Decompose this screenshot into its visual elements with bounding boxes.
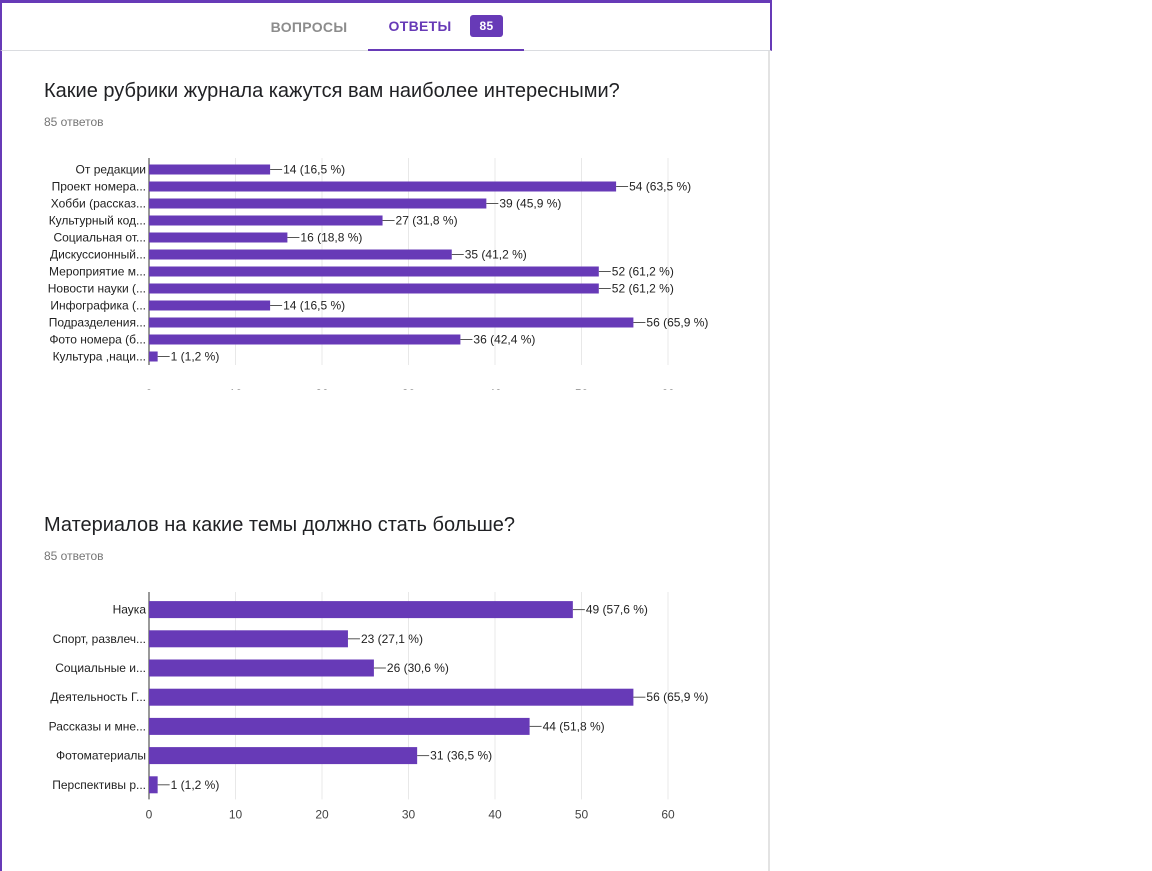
tab-questions-label: ВОПРОСЫ	[270, 18, 348, 35]
data-label: 39 (45,9 %)	[499, 197, 561, 211]
x-tick-label: 20	[315, 807, 329, 821]
data-label: 52 (61,2 %)	[612, 282, 674, 296]
bar-chart-2: 0 10 20 30 40 50 60 Наука 49 (57,6 %) Спорт, разв…	[49, 592, 708, 821]
data-label: 49 (57,6 %)	[586, 603, 648, 617]
responses-count-badge: 85	[469, 15, 504, 37]
tab-questions[interactable]: ВОПРОСЫ	[250, 3, 368, 50]
data-label: 44 (51,8 %)	[543, 719, 605, 733]
x-tick-label: 40	[488, 387, 502, 390]
data-label: 14 (16,5 %)	[283, 299, 345, 313]
data-label: 31 (36,5 %)	[430, 749, 492, 763]
bar	[149, 181, 617, 192]
question-title-1: Какие рубрики журнала кажутся вам наибол…	[44, 80, 620, 102]
bar	[149, 717, 530, 735]
data-label: 35 (41,2 %)	[465, 248, 527, 262]
category-label: Мероприятие м...	[49, 265, 146, 279]
data-label: 16 (18,8 %)	[300, 231, 362, 245]
category-label: От редакции	[76, 163, 146, 177]
x-tick-label: 30	[402, 387, 416, 390]
data-label: 1 (1,2 %)	[171, 350, 220, 364]
bar	[149, 630, 348, 648]
response-count-2: 85 ответов	[44, 549, 104, 563]
x-tick-label: 20	[315, 387, 329, 390]
bar	[149, 776, 158, 794]
tabs-header: ВОПРОСЫ ОТВЕТЫ 85	[0, 0, 772, 51]
category-label: Спорт, развлеч...	[53, 632, 146, 646]
category-label: Фотоматериалы	[56, 749, 146, 763]
data-label: 14 (16,5 %)	[283, 163, 345, 177]
bar	[149, 283, 599, 294]
bar	[149, 317, 634, 328]
category-label: Дискуссионный...	[50, 248, 146, 262]
data-label: 36 (42,4 %)	[473, 333, 535, 347]
category-label: Социальная от...	[53, 231, 146, 245]
category-label: Культура ,наци...	[53, 350, 146, 364]
bar	[149, 601, 573, 619]
category-label: Рассказы и мне...	[49, 719, 146, 733]
data-label: 56 (65,9 %)	[646, 690, 708, 704]
category-label: Перспективы р...	[52, 778, 146, 792]
category-label: Проект номера...	[52, 180, 146, 194]
category-label: Социальные и...	[55, 661, 146, 675]
bar	[149, 334, 461, 345]
data-label: 54 (63,5 %)	[629, 180, 691, 194]
category-label: Деятельность Г...	[50, 690, 146, 704]
category-label: Наука	[113, 603, 147, 617]
bar	[149, 747, 418, 765]
bar	[149, 266, 599, 277]
x-tick-label: 60	[661, 387, 675, 390]
data-label: 27 (31,8 %)	[396, 214, 458, 228]
bar	[149, 164, 271, 175]
x-tick-label: 0	[146, 807, 153, 821]
question-title-2: Материалов на какие темы должно стать бо…	[44, 514, 516, 536]
category-label: Фото номера (б...	[49, 333, 146, 347]
data-label: 26 (30,6 %)	[387, 661, 449, 675]
x-tick-label: 0	[146, 387, 153, 390]
x-tick-label: 40	[488, 807, 502, 821]
data-label: 1 (1,2 %)	[171, 778, 220, 792]
category-label: Инфографика (...	[50, 299, 146, 313]
x-tick-label: 50	[575, 807, 589, 821]
bar	[149, 300, 271, 311]
tab-responses-label: ОТВЕТЫ	[388, 18, 452, 34]
bar	[149, 215, 383, 226]
bar	[149, 659, 374, 677]
x-tick-label: 60	[661, 807, 675, 821]
data-label: 56 (65,9 %)	[646, 316, 708, 330]
x-tick-label: 30	[402, 807, 416, 821]
bar	[149, 249, 452, 260]
category-label: Хобби (рассказ...	[51, 197, 146, 211]
bar	[149, 688, 634, 706]
x-tick-label: 10	[229, 807, 243, 821]
bar-chart-1: 0 10 20 30 40 50 60 От редакции 14 (16,5 %) Проек…	[48, 158, 708, 390]
category-label: Подразделения...	[49, 316, 146, 330]
data-label: 23 (27,1 %)	[361, 632, 423, 646]
x-tick-label: 10	[229, 387, 243, 390]
tab-responses[interactable]: ОТВЕТЫ 85	[368, 3, 524, 51]
category-label: Культурный код...	[49, 214, 146, 228]
category-label: Новости науки (...	[48, 282, 146, 296]
bar	[149, 232, 288, 243]
bar	[149, 198, 487, 209]
bar	[149, 351, 158, 362]
response-count-1: 85 ответов	[44, 115, 104, 129]
x-tick-label: 50	[575, 387, 589, 390]
data-label: 52 (61,2 %)	[612, 265, 674, 279]
